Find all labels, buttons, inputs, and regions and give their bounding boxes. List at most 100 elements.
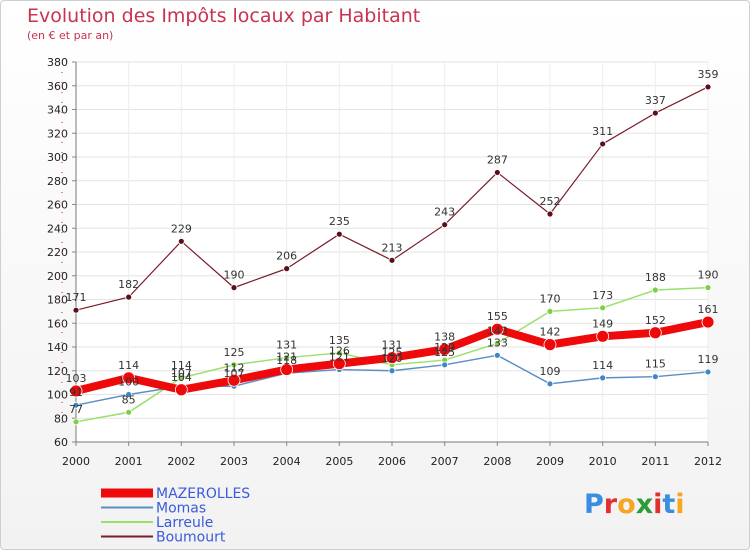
data-label-momas: 114	[592, 359, 613, 372]
x-tick-label: 2003	[220, 455, 248, 468]
x-tick-label: 2006	[378, 455, 406, 468]
data-label-larreule: 190	[698, 269, 719, 282]
data-point-mazerolles	[596, 329, 610, 343]
data-label-boumourt: 287	[487, 153, 508, 166]
data-label-mazerolles: 131	[382, 339, 403, 352]
x-tick-label: 2000	[62, 455, 90, 468]
legend-label-larreule: Larreule	[156, 515, 213, 531]
y-tick-label: 340	[47, 104, 68, 117]
data-label-momas: 133	[487, 336, 508, 349]
chart-title: Evolution des Impôts locaux par Habitant	[27, 5, 421, 27]
legend-label-mazerolles: MAZEROLLES	[156, 486, 250, 502]
data-point-momas	[599, 374, 607, 382]
data-label-momas: 107	[224, 367, 245, 380]
data-label-momas: 119	[698, 353, 719, 366]
y-tick-label: 160	[47, 317, 68, 330]
data-label-momas: 125	[434, 346, 455, 359]
y-tick-label: 240	[47, 222, 68, 235]
x-tick-label: 2001	[115, 455, 143, 468]
data-point-boumourt	[335, 230, 343, 238]
data-point-momas	[125, 391, 133, 398]
data-point-larreule	[546, 307, 554, 315]
x-tick-label: 2011	[641, 455, 669, 468]
data-point-mazerolles	[438, 342, 452, 356]
y-tick-label: 360	[47, 80, 68, 93]
data-label-momas: 120	[382, 352, 403, 365]
data-point-mazerolles	[332, 357, 346, 371]
data-point-mazerolles	[543, 338, 557, 352]
y-tick-label: 120	[47, 365, 68, 378]
y-tick-label: 260	[47, 199, 68, 212]
data-point-larreule	[72, 418, 80, 426]
data-label-mazerolles: 161	[698, 303, 719, 316]
x-tick-label: 2005	[325, 455, 353, 468]
data-point-boumourt	[72, 306, 80, 314]
data-label-mazerolles: 142	[540, 326, 561, 339]
data-label-momas: 107	[171, 367, 192, 380]
data-point-momas	[546, 380, 554, 388]
logo-letter: P	[584, 489, 604, 520]
data-point-boumourt	[599, 140, 607, 148]
data-label-larreule: 188	[645, 271, 666, 284]
data-point-boumourt	[230, 284, 238, 292]
data-label-boumourt: 337	[645, 94, 666, 107]
data-label-larreule: 170	[540, 292, 561, 305]
data-label-boumourt: 311	[592, 125, 613, 138]
data-label-boumourt: 229	[171, 222, 192, 235]
data-point-larreule	[283, 354, 291, 362]
data-label-boumourt: 182	[118, 278, 139, 291]
data-label-larreule: 135	[329, 334, 350, 347]
y-tick-label: 380	[47, 56, 68, 69]
logo-letter: i	[653, 489, 663, 520]
data-label-boumourt: 252	[540, 195, 561, 208]
data-label-larreule: 114	[171, 359, 192, 372]
data-point-larreule	[651, 286, 659, 294]
data-point-boumourt	[704, 83, 712, 91]
y-tick-label: 80	[54, 412, 68, 425]
data-point-larreule	[704, 284, 712, 292]
y-tick-label: 180	[47, 294, 68, 307]
data-point-mazerolles	[648, 326, 662, 340]
data-point-larreule	[493, 340, 501, 347]
x-tick-label: 2010	[589, 455, 617, 468]
x-tick-label: 2008	[483, 455, 511, 468]
legend-label-momas: Momas	[156, 501, 206, 517]
data-label-boumourt: 206	[276, 250, 297, 263]
data-label-momas: 115	[645, 358, 666, 371]
data-point-larreule	[125, 408, 133, 416]
data-label-mazerolles: 121	[276, 351, 297, 364]
data-point-mazerolles	[227, 373, 241, 387]
data-label-momas: 91	[69, 386, 83, 399]
data-label-momas: 118	[276, 354, 297, 367]
logo-letter: t	[662, 489, 676, 520]
y-tick-label: 220	[47, 246, 68, 259]
x-tick-label: 2004	[273, 455, 301, 468]
data-label-boumourt: 213	[382, 241, 403, 254]
data-label-boumourt: 243	[434, 206, 455, 219]
data-label-mazerolles: 149	[592, 317, 613, 330]
data-point-mazerolles	[385, 351, 399, 365]
data-label-momas: 100	[118, 376, 139, 389]
data-label-larreule: 125	[382, 346, 403, 359]
data-point-momas	[72, 401, 80, 409]
x-tick-label: 2012	[694, 455, 722, 468]
data-label-momas: 109	[540, 365, 561, 378]
logo-letter: o	[617, 489, 636, 520]
data-label-boumourt: 359	[698, 68, 719, 81]
y-tick-label: 320	[47, 127, 68, 140]
data-point-momas	[704, 368, 712, 376]
legend-label-boumourt: Boumourt	[156, 530, 226, 546]
data-point-mazerolles	[122, 371, 136, 385]
data-point-boumourt	[177, 237, 185, 245]
data-point-boumourt	[441, 221, 449, 229]
y-tick-label: 300	[47, 151, 68, 164]
data-label-mazerolles: 103	[66, 372, 87, 385]
data-label-larreule: 131	[276, 339, 297, 352]
data-label-boumourt: 171	[66, 291, 87, 304]
data-point-boumourt	[125, 293, 133, 301]
data-point-momas	[651, 373, 659, 381]
data-label-larreule: 129	[434, 341, 455, 354]
data-label-mazerolles: 138	[434, 330, 455, 343]
y-tick-label: 140	[47, 341, 68, 354]
